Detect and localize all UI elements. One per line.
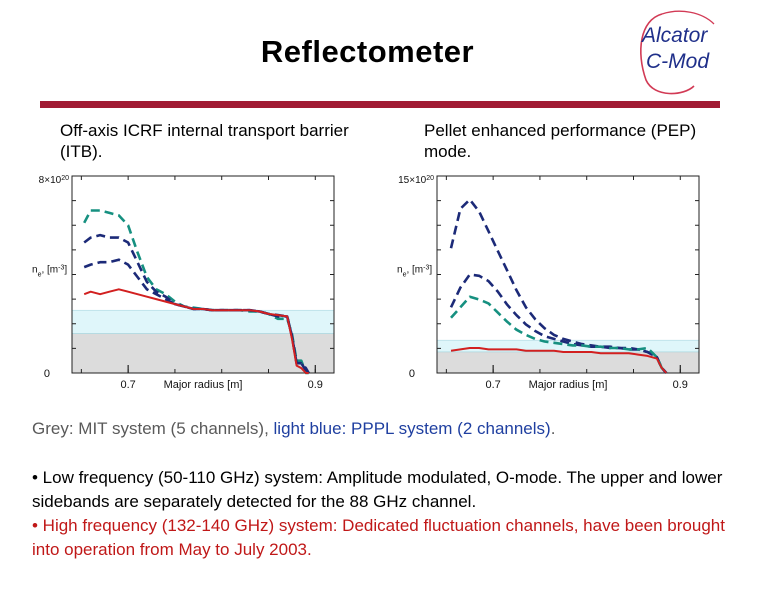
- x-tick-label: 0.9: [673, 379, 688, 391]
- legend-end: .: [550, 419, 556, 438]
- right-plot-caption: Pellet enhanced performance (PEP) mode.: [424, 121, 697, 161]
- y-top-label: 15×1020: [398, 175, 434, 187]
- x-axis-label: Major radius [m]: [529, 379, 608, 391]
- y-axis-label: ne, [m-3]: [32, 264, 67, 278]
- left-plot-caption: Off-axis ICRF internal transport barrier…: [60, 121, 349, 161]
- y-zero-label: 0: [409, 368, 415, 380]
- x-tick-label: 0.9: [308, 379, 323, 391]
- bullet-high-frequency: • High frequency (132-140 GHz) system: D…: [32, 516, 725, 559]
- slide-title: Reflectometer: [260, 34, 475, 69]
- logo-line1: Alcator: [640, 24, 708, 47]
- y-axis-label: ne, [m-3]: [397, 264, 432, 278]
- series-line-red-3: [83, 288, 309, 374]
- y-top-label: 8×1020: [39, 175, 69, 187]
- title-rule: [40, 101, 720, 108]
- legend-grey-text: Grey: MIT system (5 channels),: [32, 419, 274, 438]
- system-legend: Grey: MIT system (5 channels), light blu…: [32, 419, 555, 439]
- right-density-plot: 0.7 0.9 15×1020 0 ne, [m-3] Major radius [m]: [397, 175, 700, 391]
- legend-blue-text: light blue: PPPL system (2 channels): [273, 419, 551, 438]
- series-line-teal-2: [450, 295, 668, 374]
- x-tick-label: 0.7: [120, 379, 135, 391]
- x-axis-label: Major radius [m]: [164, 379, 243, 391]
- left-density-plot: 0.7 0.9 8×1020 0 ne, [m-3] Major radius [m]: [32, 175, 335, 391]
- bullet-low-frequency: • Low frequency (50-110 GHz) system: Amp…: [32, 468, 723, 511]
- y-zero-label: 0: [44, 368, 50, 380]
- logo-swoosh: [640, 13, 695, 95]
- logo-line2: C-Mod: [646, 50, 710, 73]
- band-pppl: [71, 309, 335, 334]
- logo-swoosh-2: [661, 10, 715, 25]
- series-line-red-3: [450, 347, 668, 374]
- x-tick-label: 0.7: [485, 379, 500, 391]
- bullet-list: • Low frequency (50-110 GHz) system: Amp…: [32, 466, 732, 562]
- alcator-cmod-logo: Alcator C-Mod: [640, 10, 715, 95]
